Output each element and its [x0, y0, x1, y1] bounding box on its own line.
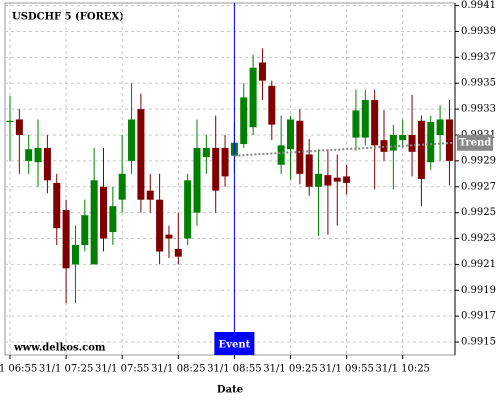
- candle-body: [118, 173, 126, 200]
- event-label: Event: [219, 340, 251, 351]
- candle-body: [202, 147, 210, 157]
- candle-body: [315, 173, 323, 187]
- y-tick-label: 0.9933: [461, 104, 496, 115]
- candle-body: [389, 135, 397, 151]
- candle-body: [25, 149, 33, 161]
- x-tick-label: 31/1 10:25: [375, 364, 429, 375]
- candle-body: [240, 97, 248, 145]
- candle-body: [6, 120, 14, 123]
- y-tick-label: 0.9919: [461, 285, 496, 296]
- candle-body: [53, 182, 61, 229]
- y-tick-label: 0.9929: [461, 155, 496, 166]
- candle-body: [258, 62, 266, 81]
- candle-body: [305, 154, 313, 187]
- candle-body: [399, 135, 407, 141]
- candle-body: [90, 180, 98, 265]
- trend-box: [457, 134, 493, 151]
- y-tick-label: 0.9923: [461, 233, 496, 244]
- candle-body: [34, 147, 42, 163]
- y-tick-label: 0.9937: [461, 52, 496, 63]
- x-tick-label: 31/1 08:55: [207, 364, 261, 375]
- candle-body: [81, 215, 89, 245]
- watermark: www.delkos.com: [13, 343, 106, 354]
- x-tick-label: 31/1 08:25: [151, 364, 205, 375]
- candle-body: [277, 145, 285, 165]
- candle-body: [128, 119, 136, 161]
- candle-body: [165, 234, 173, 239]
- candle-body: [212, 147, 220, 191]
- candle-body: [324, 175, 332, 186]
- x-tick-label: 31/1 06:55: [0, 364, 37, 375]
- x-tick-label: 31/1 07:25: [39, 364, 93, 375]
- candle-body: [71, 245, 79, 265]
- candle-body: [436, 119, 444, 135]
- candle-body: [268, 85, 276, 125]
- candle-body: [146, 190, 154, 200]
- y-tick-label: 0.9925: [461, 207, 496, 218]
- y-tick-label: 0.9941: [461, 0, 496, 11]
- candle-body: [184, 180, 192, 239]
- candle-body: [296, 120, 304, 174]
- y-tick-label: 0.9927: [461, 181, 496, 192]
- candle-body: [100, 186, 107, 239]
- x-tick-label: 31/1 09:55: [319, 364, 373, 375]
- candle-body: [361, 100, 369, 138]
- event-box: [214, 332, 255, 355]
- candle-body: [343, 176, 351, 183]
- candle-body: [137, 109, 145, 200]
- candle-body: [109, 206, 117, 233]
- y-tick-label: 0.9921: [461, 259, 496, 270]
- candle-body: [193, 147, 201, 213]
- candle-body: [62, 210, 70, 269]
- candle-body: [333, 177, 341, 182]
- candle-body: [43, 147, 51, 181]
- candle-body: [371, 100, 379, 146]
- candle-body: [15, 119, 23, 135]
- plot-frame: [4, 2, 456, 356]
- y-tick-label: 0.9917: [461, 311, 496, 322]
- x-tick-label: 31/1 07:55: [95, 364, 149, 375]
- candle-body: [445, 119, 453, 161]
- y-tick-label: 0.9915: [461, 337, 496, 348]
- trend-line: [234, 141, 456, 157]
- chart-title: USDCHF 5 (FOREX): [12, 12, 124, 23]
- candle-body: [427, 122, 435, 163]
- x-axis-label: Date: [217, 385, 243, 396]
- candle-body: [408, 135, 416, 152]
- trend-label: Trend: [459, 137, 492, 148]
- candle-body: [156, 199, 164, 252]
- candle-body: [174, 248, 182, 257]
- y-tick-label: 0.9939: [461, 26, 496, 37]
- candle-body: [221, 147, 229, 177]
- candle-body: [249, 67, 257, 128]
- y-tick-label: 0.9935: [461, 78, 496, 89]
- candle-body: [287, 119, 294, 150]
- candle-body: [417, 120, 425, 179]
- candle-body: [352, 110, 360, 138]
- x-tick-label: 31/1 09:25: [263, 364, 317, 375]
